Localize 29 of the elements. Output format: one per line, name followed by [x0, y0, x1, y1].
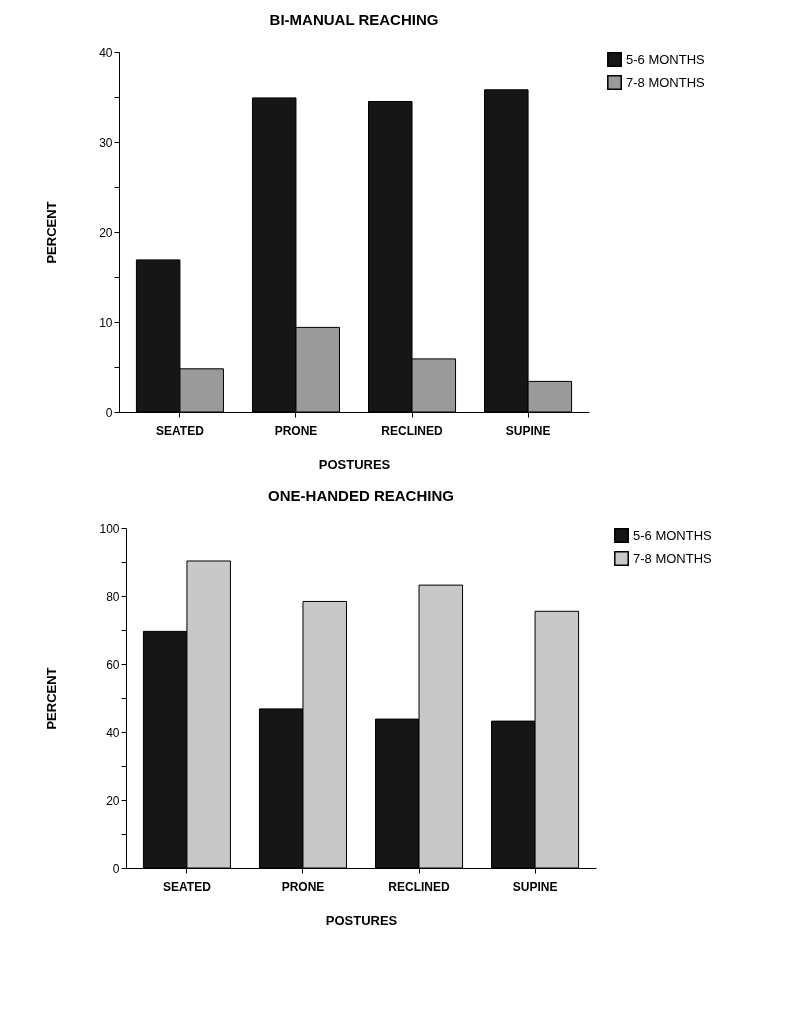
x-axis-title: POSTURES: [325, 912, 398, 928]
y-tick-label: 80: [106, 589, 120, 604]
y-tick-label: 0: [112, 861, 120, 876]
x-axis-title: POSTURES: [318, 456, 391, 472]
y-tick-label: 30: [99, 135, 113, 150]
x-tick-label: SUPINE: [505, 423, 551, 438]
x-tick-label: PRONE: [274, 423, 318, 438]
chart-title: BI-MANUAL REACHING: [269, 11, 439, 28]
x-tick-label: RECLINED: [381, 423, 444, 438]
y-tick-label: 60: [106, 657, 120, 672]
x-tick-label: PRONE: [281, 879, 325, 894]
legend-label: 7-8 MONTHS: [626, 74, 706, 90]
y-tick-label: 40: [99, 45, 113, 60]
legend-label: 5-6 MONTHS: [633, 527, 713, 543]
y-axis-title: PERCENT: [44, 667, 60, 730]
y-tick-label: 0: [105, 405, 113, 420]
x-tick-label: RECLINED: [388, 879, 451, 894]
x-tick-label: SEATED: [156, 423, 205, 438]
y-tick-label: 100: [99, 521, 120, 536]
chart-title: ONE-HANDED REACHING: [268, 487, 454, 504]
y-tick-label: 40: [106, 725, 120, 740]
x-tick-label: SEATED: [163, 879, 212, 894]
y-axis-title: PERCENT: [44, 201, 60, 264]
y-tick-label: 20: [106, 793, 120, 808]
y-tick-label: 20: [99, 225, 113, 240]
legend-label: 5-6 MONTHS: [626, 51, 706, 67]
x-tick-label: SUPINE: [512, 879, 558, 894]
y-tick-label: 10: [99, 315, 113, 330]
legend-label: 7-8 MONTHS: [633, 550, 713, 566]
